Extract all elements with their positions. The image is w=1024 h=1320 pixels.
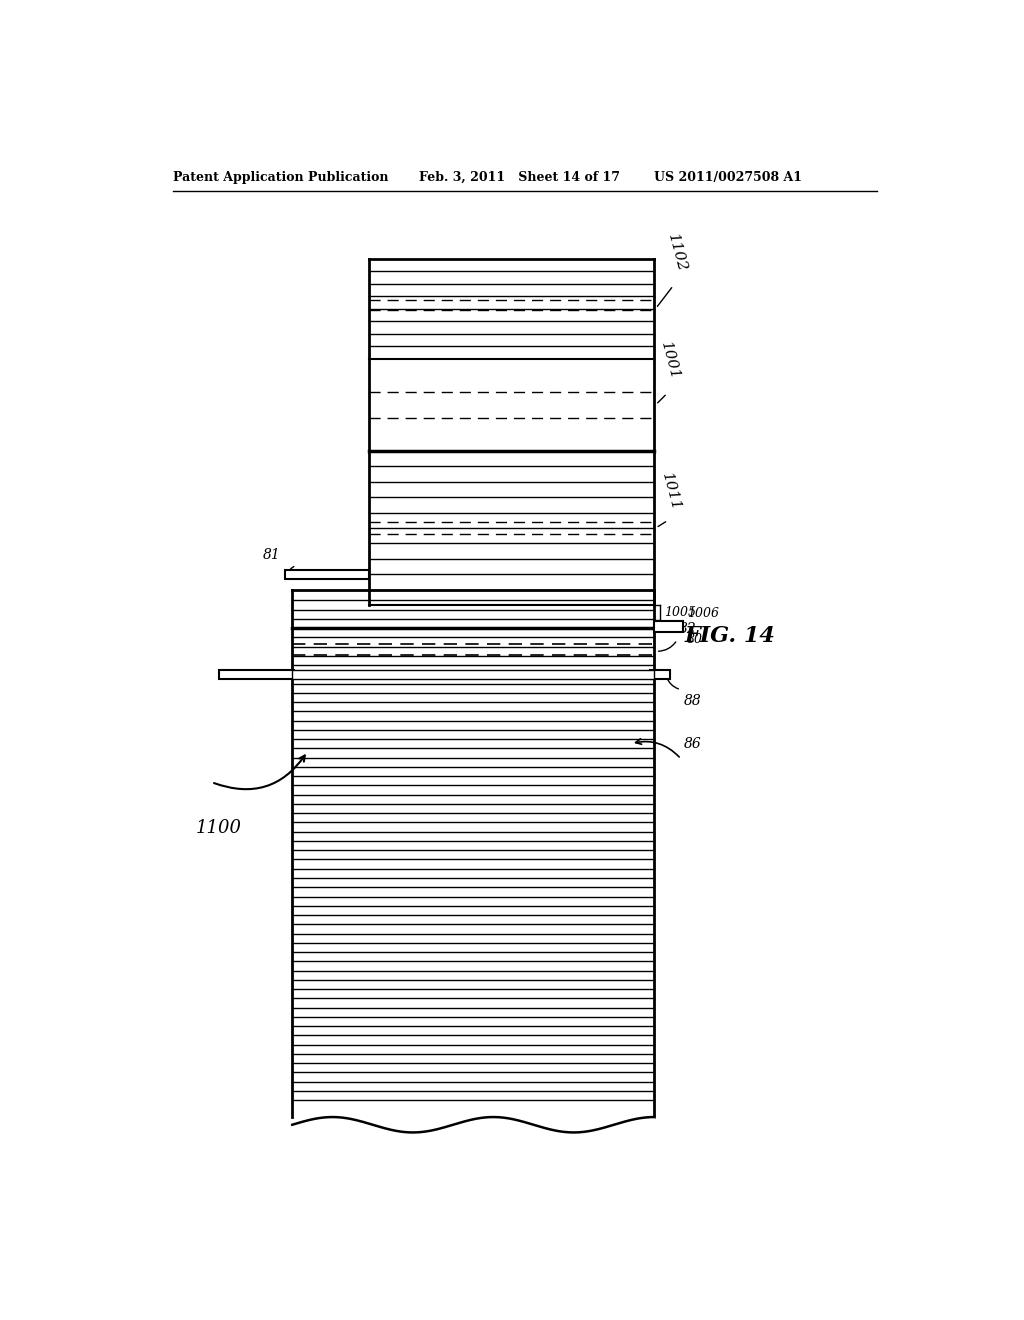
Text: FIG. 14: FIG. 14 xyxy=(685,624,776,647)
Text: 1001: 1001 xyxy=(657,341,681,381)
Text: 1100: 1100 xyxy=(196,820,242,837)
Text: 1011: 1011 xyxy=(659,471,683,512)
Text: 82: 82 xyxy=(679,622,696,636)
Text: 1005: 1005 xyxy=(665,606,696,619)
Text: 1102: 1102 xyxy=(666,232,689,275)
Bar xyxy=(219,669,294,678)
Text: 88: 88 xyxy=(683,693,701,708)
Text: Patent Application Publication: Patent Application Publication xyxy=(173,172,388,185)
Text: Feb. 3, 2011   Sheet 14 of 17: Feb. 3, 2011 Sheet 14 of 17 xyxy=(419,172,621,185)
Bar xyxy=(650,669,670,678)
Text: US 2011/0027508 A1: US 2011/0027508 A1 xyxy=(654,172,802,185)
Bar xyxy=(654,622,683,632)
Text: 81: 81 xyxy=(263,548,281,562)
Text: 1006: 1006 xyxy=(687,607,719,620)
Bar xyxy=(292,669,654,678)
Bar xyxy=(285,570,370,579)
Text: 80: 80 xyxy=(687,632,703,645)
Text: 86: 86 xyxy=(683,737,701,751)
